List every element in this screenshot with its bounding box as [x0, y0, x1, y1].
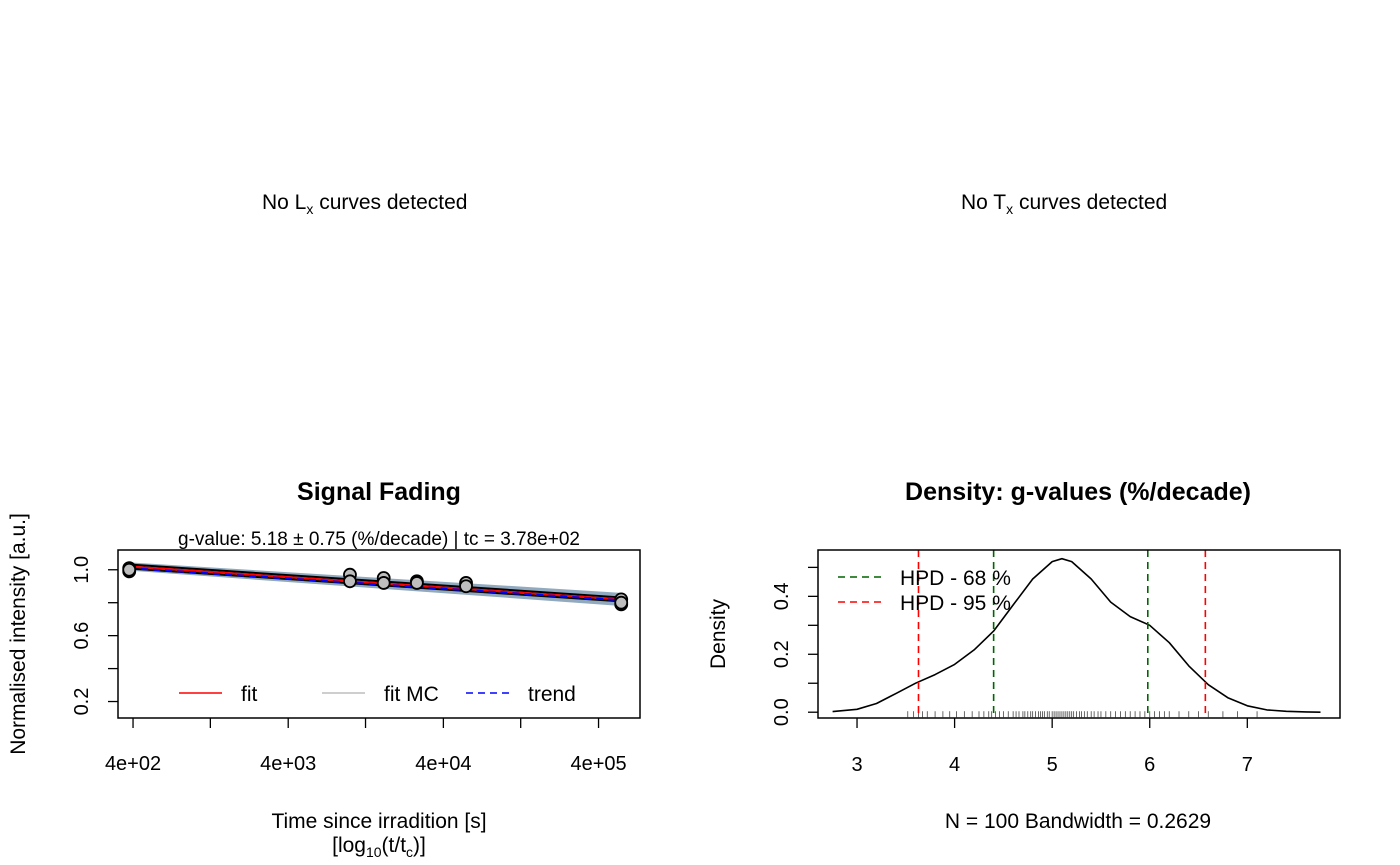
density-y-axis-label: Density: [707, 598, 730, 669]
legend-fit-label: fit: [241, 683, 258, 706]
density-curve: [832, 557, 1321, 713]
density-x-axis-label: N = 100 Bandwidth = 0.2629: [945, 810, 1211, 833]
density-chart-title: Density: g-values (%/decade): [905, 478, 1251, 506]
data-point-13: [614, 595, 629, 610]
legend-hpd68-label: HPD - 68 %: [900, 567, 1011, 590]
density-x-tick-label-1: 4: [949, 754, 960, 776]
density-x-tick-label-3: 6: [1144, 754, 1155, 776]
density-y-tick-label-2: 0.4: [771, 582, 793, 610]
fading-chart-title: Signal Fading: [297, 478, 461, 506]
signal-fading-chart: Signal Fading g-value: 5.18 ± 0.75 (%/de…: [7, 478, 641, 860]
legend-fitmc-label: fit MC: [384, 683, 439, 706]
no-lx-message: No Lx curves detected: [262, 191, 467, 217]
fading-plot-area: 4e+02 4e+03 4e+04 4e+05 1.0 0.6 0.2: [71, 556, 629, 775]
fit-line: [129, 565, 622, 601]
density-x-tick-label-4: 7: [1242, 754, 1253, 776]
data-point-4: [343, 574, 357, 589]
fading-x-axis-label-2: [log10(t/tc)]: [332, 834, 426, 860]
legend-hpd95-label: HPD - 95 %: [900, 592, 1011, 615]
density-plot-frame: [817, 549, 1341, 719]
data-point-2: [122, 562, 137, 577]
fading-chart-subtitle: g-value: 5.18 ± 0.75 (%/decade) | tc = 3…: [178, 529, 580, 550]
legend-trend-label: trend: [528, 683, 576, 706]
density-legend: HPD - 68 % HPD - 95 %: [838, 567, 1011, 615]
no-tx-message: No Tx curves detected: [961, 191, 1167, 217]
fading-x-tick-label-2: 4e+04: [415, 753, 471, 775]
data-point-8: [409, 576, 424, 590]
fading-x-tick-label-0: 4e+02: [105, 753, 161, 775]
fading-plot-frame: [117, 549, 641, 719]
density-y-tick-label-1: 0.2: [771, 640, 793, 668]
fading-y-tick-label-2: 0.2: [71, 688, 93, 716]
density-y-tick-label-0: 0.0: [771, 698, 793, 726]
trend-line: [129, 567, 622, 602]
fading-y-axis-label: Normalised intensity [a.u.]: [7, 513, 30, 755]
fading-x-tick-label-1: 4e+03: [260, 753, 316, 775]
data-point-10: [459, 579, 473, 594]
fading-y-tick-label-1: 0.6: [71, 622, 93, 650]
density-x-tick-label-0: 3: [851, 754, 862, 776]
data-point-6: [376, 576, 391, 590]
fading-x-tick-label-3: 4e+05: [570, 753, 626, 775]
fading-x-axis-label: Time since irradition [s]: [271, 810, 486, 833]
density-plot-area: 3 4 5 6 7 0.0 0.2 0.4: [771, 550, 1321, 776]
fit-black-upper: [129, 563, 622, 599]
density-x-tick-label-2: 5: [1047, 754, 1058, 776]
fading-y-tick-label-0: 1.0: [71, 556, 93, 584]
fading-legend: fit fit MC trend: [179, 683, 576, 706]
density-chart: Density: g-values (%/decade) 3 4 5 6 7 0.0 0.2…: [707, 478, 1341, 833]
